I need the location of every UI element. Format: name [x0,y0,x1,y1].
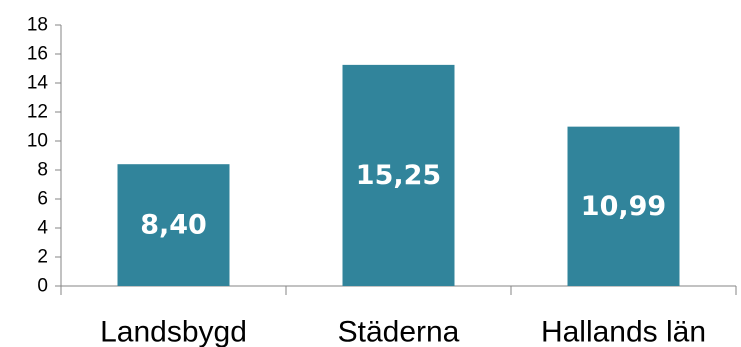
y-tick-label: 4 [37,218,48,239]
data-label: 15,25 [356,160,441,191]
y-axis: 0 2 4 6 8 10 12 14 16 18 [27,15,62,297]
y-tick-label: 14 [27,73,49,94]
x-tick-label: Städerna [338,316,460,347]
y-tick-label: 16 [27,44,48,65]
y-tick-label: 12 [27,102,48,123]
bar [117,164,230,286]
y-tick-label: 10 [27,131,48,152]
y-tick-label: 6 [37,189,48,210]
y-tick-label: 18 [27,15,48,36]
bar [567,126,680,287]
data-label: 8,40 [140,210,207,241]
x-tick-label: Landsbygd [100,316,247,347]
x-tick-label: Hallands län [541,316,706,347]
data-labels: 8,40 15,25 10,99 [140,160,666,241]
bar [342,64,455,286]
y-tick-label: 0 [37,276,48,297]
bars [117,64,680,287]
x-axis: Landsbygd Städerna Hallands län [60,285,737,347]
y-tick-label: 2 [37,247,48,268]
data-label: 10,99 [581,191,666,222]
y-tick-label: 8 [37,160,48,181]
